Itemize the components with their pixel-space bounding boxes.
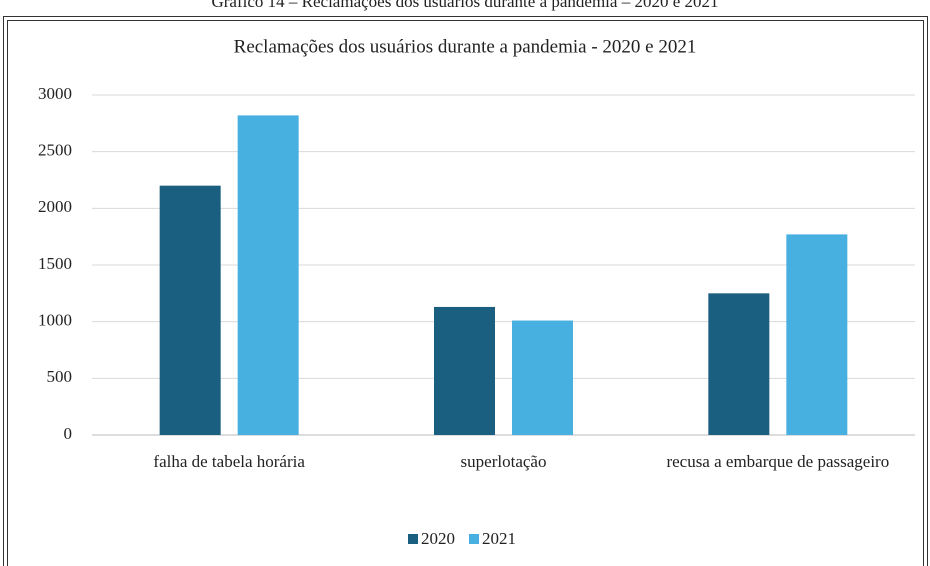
x-tick-label: recusa a embarque de passageiro [666, 452, 890, 471]
y-tick-label: 2000 [38, 197, 72, 216]
y-tick-label: 500 [47, 367, 73, 386]
caption: Gráfico 14 – Reclamações dos usuários du… [211, 0, 718, 11]
bar [434, 306, 495, 435]
bar [708, 293, 770, 435]
x-tick-label: falha de tabela horária [153, 452, 305, 471]
bar [237, 115, 299, 436]
chart-title: Reclamações dos usuários durante a pande… [234, 36, 697, 57]
inner-border [7, 20, 924, 566]
y-tick-label: 3000 [38, 84, 72, 103]
y-tick-label: 1500 [38, 254, 72, 273]
bar [159, 185, 221, 435]
bar [786, 234, 848, 435]
legend-swatch [408, 534, 418, 544]
outer-border [3, 16, 928, 566]
y-tick-label: 0 [64, 424, 73, 443]
bar [512, 320, 573, 435]
legend-swatch [469, 534, 479, 544]
y-tick-label: 1000 [38, 311, 72, 330]
x-tick-label: superlotação [460, 452, 547, 471]
legend-label: 2021 [482, 529, 516, 548]
legend-label: 2020 [421, 529, 455, 548]
y-tick-label: 2500 [38, 141, 72, 160]
